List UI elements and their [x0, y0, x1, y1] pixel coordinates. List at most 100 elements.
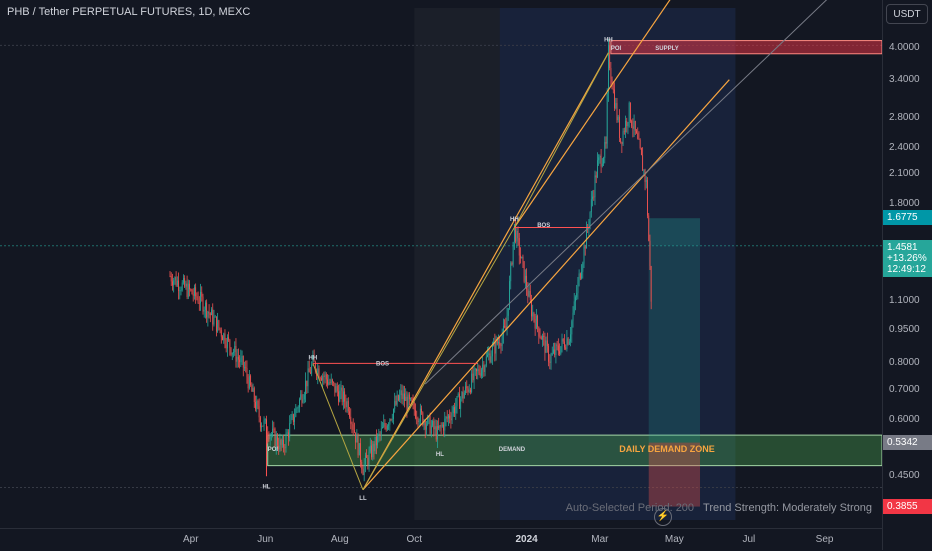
candle [474, 368, 476, 370]
candle [606, 92, 608, 144]
candle [362, 469, 364, 476]
candle [313, 355, 315, 362]
candle [176, 280, 178, 286]
candle [356, 434, 358, 443]
candle [219, 328, 221, 331]
candle [200, 291, 201, 304]
candle [201, 291, 203, 297]
candle [291, 414, 293, 418]
candle [333, 381, 335, 383]
time-axis[interactable]: Apr Jun Aug Oct 2024 Mar May Jul Sep [0, 528, 882, 551]
candle [466, 386, 468, 389]
candle [368, 451, 370, 466]
candle [450, 418, 452, 421]
candle [352, 424, 354, 430]
candle [222, 336, 223, 341]
candle [172, 281, 173, 286]
candle [491, 345, 493, 357]
trend-strength: Trend Strength: Moderately Strong [703, 502, 872, 514]
candle [345, 401, 347, 408]
candle [384, 422, 386, 427]
candle [478, 369, 480, 374]
lightning-icon[interactable]: ⚡ [654, 508, 672, 526]
zigzag-segment [513, 52, 609, 228]
x-tick-label: Oct [406, 534, 423, 545]
candle [526, 275, 528, 290]
annotation-poi: POI [611, 46, 622, 52]
candle [490, 356, 492, 363]
candle [518, 238, 520, 256]
candle [639, 139, 641, 149]
candle [242, 356, 244, 368]
candle [567, 338, 569, 345]
candle [498, 342, 499, 344]
candle [246, 367, 248, 378]
candle [434, 426, 436, 430]
candle [485, 356, 487, 366]
candle [234, 345, 236, 353]
candle [390, 419, 392, 420]
candle [637, 133, 639, 139]
candle [377, 435, 379, 446]
candle [180, 290, 182, 291]
plot-area[interactable]: HH HH HH HL HL LL BOS BOS POI POI SUPPLY DEMAND DAIL… [0, 0, 882, 528]
annotation-hl: HL [436, 452, 444, 458]
candle [521, 256, 523, 259]
y-tick-label: 2.1000 [889, 168, 920, 180]
candle [629, 102, 631, 122]
candle [440, 425, 442, 427]
zigzag-segment [362, 227, 515, 491]
candle [215, 316, 217, 332]
candle [233, 352, 234, 353]
candle [195, 287, 197, 297]
candle [533, 312, 535, 319]
candle [263, 420, 265, 426]
candle [389, 419, 391, 425]
candle [369, 445, 371, 452]
candle [203, 309, 205, 312]
candle [289, 423, 291, 438]
candle [531, 299, 532, 317]
x-tick-label: May [664, 534, 684, 545]
candle [314, 361, 316, 371]
candle [429, 416, 431, 434]
candle [524, 275, 526, 282]
candle [616, 103, 618, 121]
candle [230, 347, 232, 355]
candle [349, 411, 350, 417]
candle [224, 333, 226, 345]
candle [340, 387, 342, 391]
candle [310, 372, 311, 374]
candle [193, 287, 195, 296]
candle [226, 337, 228, 349]
currency-button[interactable]: USDT [886, 4, 928, 24]
candle [396, 395, 398, 405]
annotation-hl: HL [262, 484, 270, 490]
candle [515, 224, 517, 242]
candle [604, 142, 606, 158]
candle [588, 225, 590, 228]
candle [192, 294, 194, 296]
candle [400, 390, 402, 396]
candle [538, 326, 540, 337]
candle [283, 439, 285, 448]
candle [412, 401, 414, 403]
candle [253, 388, 255, 403]
candle [614, 89, 615, 109]
candle [449, 415, 451, 419]
candle [483, 364, 485, 372]
candle [623, 131, 625, 133]
chart-svg[interactable]: HH HH HH HL HL LL BOS BOS POI POI SUPPLY DEMAND DAIL… [0, 0, 882, 528]
candle [545, 340, 547, 353]
candle [278, 445, 280, 450]
candle [589, 212, 591, 226]
candle [455, 406, 457, 414]
candle [285, 433, 287, 448]
candle [570, 334, 571, 342]
candle [605, 142, 607, 144]
candle [610, 68, 612, 80]
candle [593, 196, 595, 198]
candle [556, 344, 558, 346]
candle [209, 313, 211, 315]
